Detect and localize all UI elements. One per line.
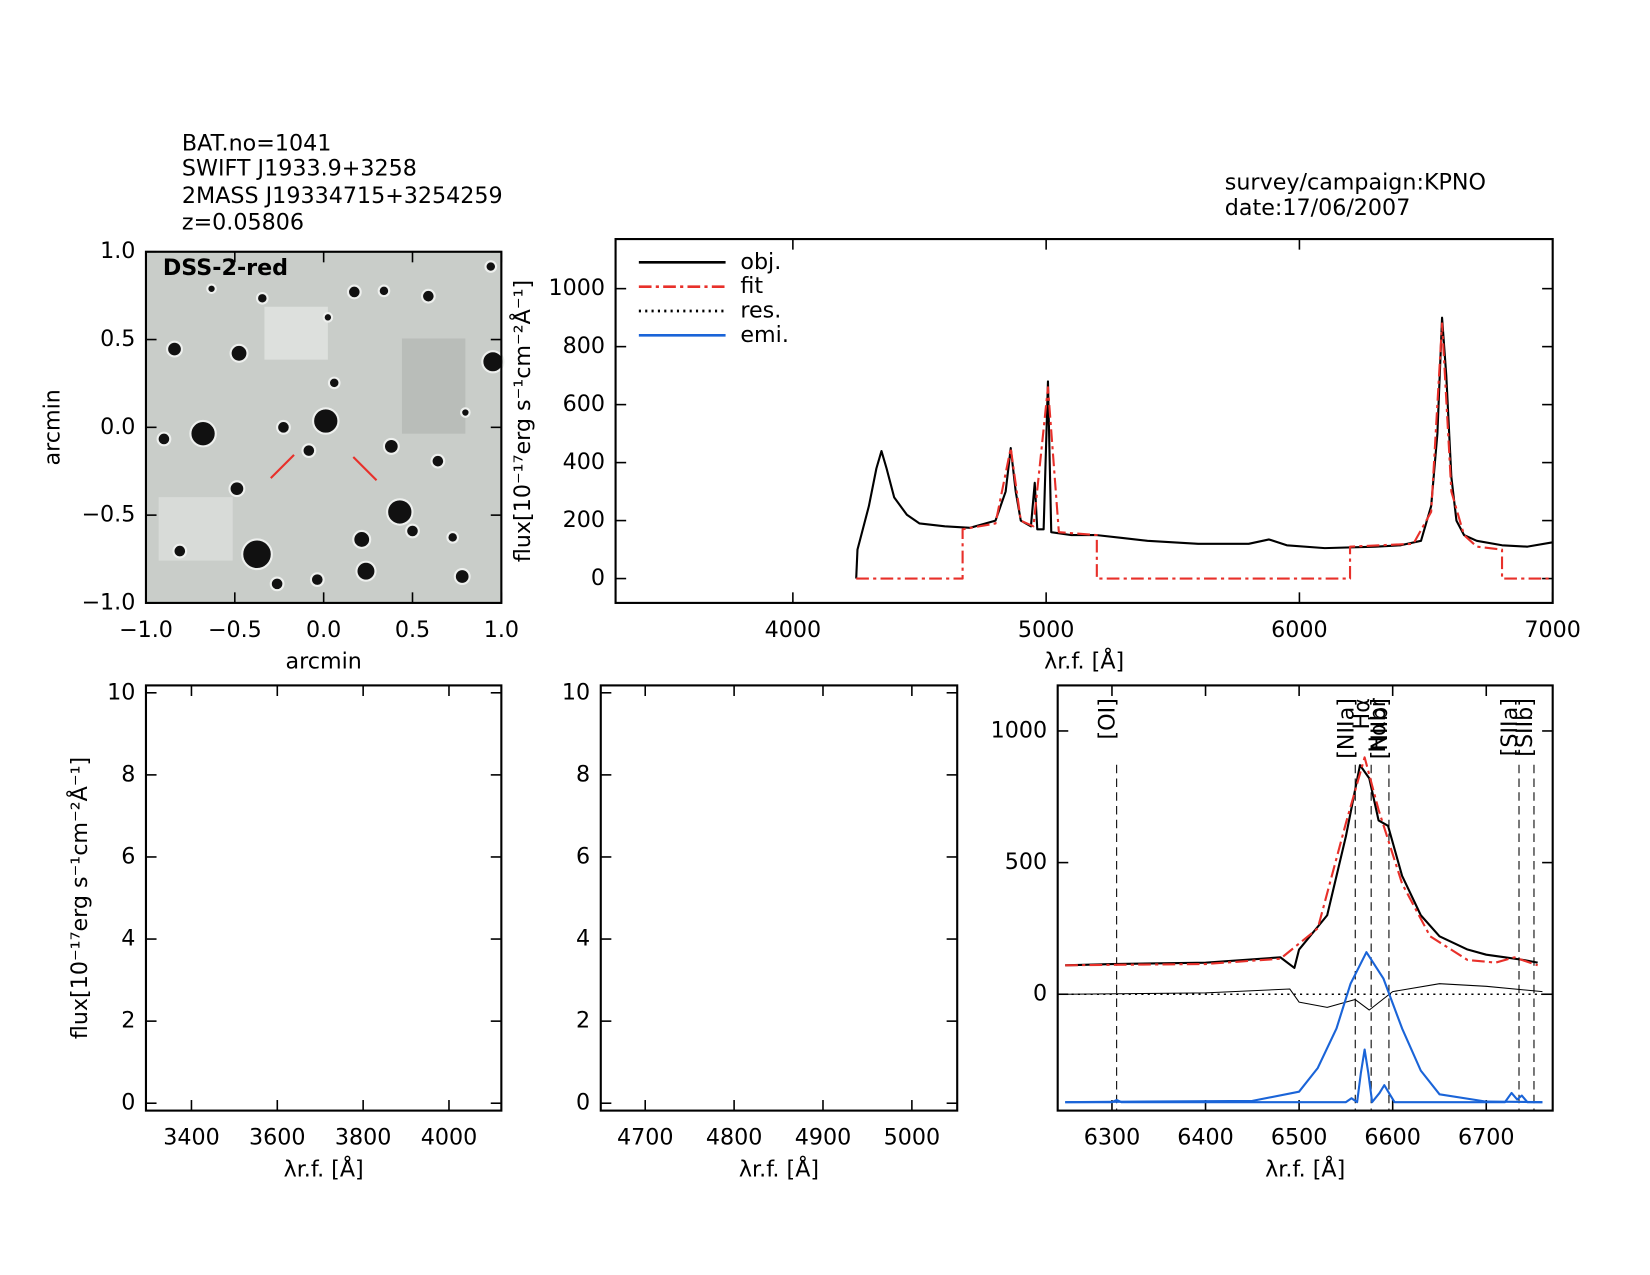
x-tick-label: 5000 xyxy=(1018,617,1075,643)
line-label: Hαbr xyxy=(1365,697,1391,752)
x-tick-label: 6000 xyxy=(1271,617,1328,643)
line-label: [NIIb] xyxy=(1367,698,1393,759)
x-axis-label: λr.f. [Å] xyxy=(739,1154,819,1182)
y-tick-label: 8 xyxy=(576,761,590,787)
y-tick-label: 600 xyxy=(563,391,605,417)
y-tick-label: 8 xyxy=(121,761,135,787)
y-tick-label: 0 xyxy=(591,565,605,591)
line-label: [SIIa] xyxy=(1497,698,1523,756)
y-tick-label: 6 xyxy=(576,843,590,869)
header-line: SWIFT J1933.9+3258 xyxy=(182,156,417,182)
y-axis-label: flux[10⁻¹⁷erg s⁻¹cm⁻²Å⁻¹] xyxy=(65,757,93,1039)
x-tick-label: 4900 xyxy=(795,1125,852,1151)
y-tick-label: 2 xyxy=(576,1008,590,1034)
x-tick-label: 6700 xyxy=(1458,1125,1515,1151)
series-line xyxy=(1065,983,1543,1011)
x-tick-label: 1.0 xyxy=(484,617,519,643)
x-tick-label: 4000 xyxy=(765,617,822,643)
legend-label: fit xyxy=(740,273,763,299)
x-tick-label: 6500 xyxy=(1271,1125,1328,1151)
y-axis-label: arcmin xyxy=(39,389,65,465)
y-tick-label: 0 xyxy=(121,1090,135,1116)
y-tick-label: 0 xyxy=(1033,981,1047,1007)
y-axis-label: flux[10⁻¹⁷erg s⁻¹cm⁻²Å⁻¹] xyxy=(508,280,536,562)
y-tick-label: 10 xyxy=(107,679,135,705)
line-label: [OI] xyxy=(1095,698,1121,739)
line-label: Hα xyxy=(1349,698,1375,729)
legend-label: obj. xyxy=(740,249,781,275)
x-tick-label: 0.0 xyxy=(306,617,341,643)
series-line xyxy=(1065,951,1543,1104)
plot-frame xyxy=(1056,684,1554,1112)
x-tick-label: 6400 xyxy=(1177,1125,1234,1151)
series-line xyxy=(1065,1048,1543,1104)
sky-image xyxy=(145,251,505,603)
y-tick-label: 0.5 xyxy=(100,326,135,352)
x-tick-label: 4800 xyxy=(706,1125,763,1151)
survey: survey/campaign:KPNO xyxy=(1225,170,1486,196)
y-tick-label: 1.0 xyxy=(100,238,135,264)
header-line: 2MASS J19334715+3254259 xyxy=(182,183,503,209)
x-tick-label: 4700 xyxy=(617,1125,674,1151)
image-patch xyxy=(264,306,328,360)
stars xyxy=(156,260,505,592)
y-tick-label: 0.0 xyxy=(100,414,135,440)
legend-label: res. xyxy=(740,297,781,323)
series-line xyxy=(1065,756,1539,967)
x-axis-label: arcmin xyxy=(285,649,361,675)
y-tick-label: −0.5 xyxy=(81,502,135,528)
header-line: z=0.05806 xyxy=(182,210,304,236)
y-tick-label: 2 xyxy=(121,1008,135,1034)
y-tick-label: 4 xyxy=(576,926,590,952)
y-tick-label: 1000 xyxy=(991,717,1048,743)
x-axis-label: λr.f. [Å] xyxy=(1265,1154,1345,1182)
x-tick-label: 0.5 xyxy=(395,617,430,643)
x-tick-label: 6300 xyxy=(1084,1125,1141,1151)
y-tick-label: 200 xyxy=(563,507,605,533)
x-axis-label: λr.f. [Å] xyxy=(1044,647,1124,675)
header-line: BAT.no=1041 xyxy=(182,130,331,156)
y-tick-label: 1000 xyxy=(548,275,605,301)
legend-label: emi. xyxy=(740,322,789,348)
target-marker xyxy=(352,456,378,481)
x-axis-label: λr.f. [Å] xyxy=(284,1154,364,1182)
y-tick-label: 10 xyxy=(562,679,590,705)
target-marker xyxy=(270,454,295,479)
x-tick-label: 3600 xyxy=(249,1125,306,1151)
x-tick-label: 5000 xyxy=(884,1125,941,1151)
series-line xyxy=(856,322,1553,580)
plot-frame xyxy=(614,238,1554,604)
x-tick-label: −1.0 xyxy=(119,617,173,643)
line-label: [NIIa] xyxy=(1333,698,1359,759)
plot-frame xyxy=(599,684,959,1112)
x-tick-label: 7000 xyxy=(1524,617,1581,643)
x-tick-label: 6600 xyxy=(1364,1125,1421,1151)
x-tick-label: −0.5 xyxy=(208,617,262,643)
x-tick-label: 4000 xyxy=(421,1125,478,1151)
panel-title: DSS-2-red xyxy=(163,255,288,281)
y-tick-label: 800 xyxy=(563,333,605,359)
series-line xyxy=(1065,764,1538,969)
y-tick-label: 6 xyxy=(121,843,135,869)
y-tick-label: 4 xyxy=(121,926,135,952)
line-label: [SIIb] xyxy=(1512,698,1538,757)
x-tick-label: 3800 xyxy=(335,1125,392,1151)
plot-frame xyxy=(144,250,503,604)
y-tick-label: 400 xyxy=(563,449,605,475)
x-tick-label: 3400 xyxy=(163,1125,220,1151)
date: date:17/06/2007 xyxy=(1225,195,1411,221)
plot-frame xyxy=(144,684,503,1112)
y-tick-label: −1.0 xyxy=(81,589,135,615)
image-patch xyxy=(158,497,233,561)
y-tick-label: 0 xyxy=(576,1090,590,1116)
image-patch xyxy=(401,338,466,434)
y-tick-label: 500 xyxy=(1005,849,1047,875)
